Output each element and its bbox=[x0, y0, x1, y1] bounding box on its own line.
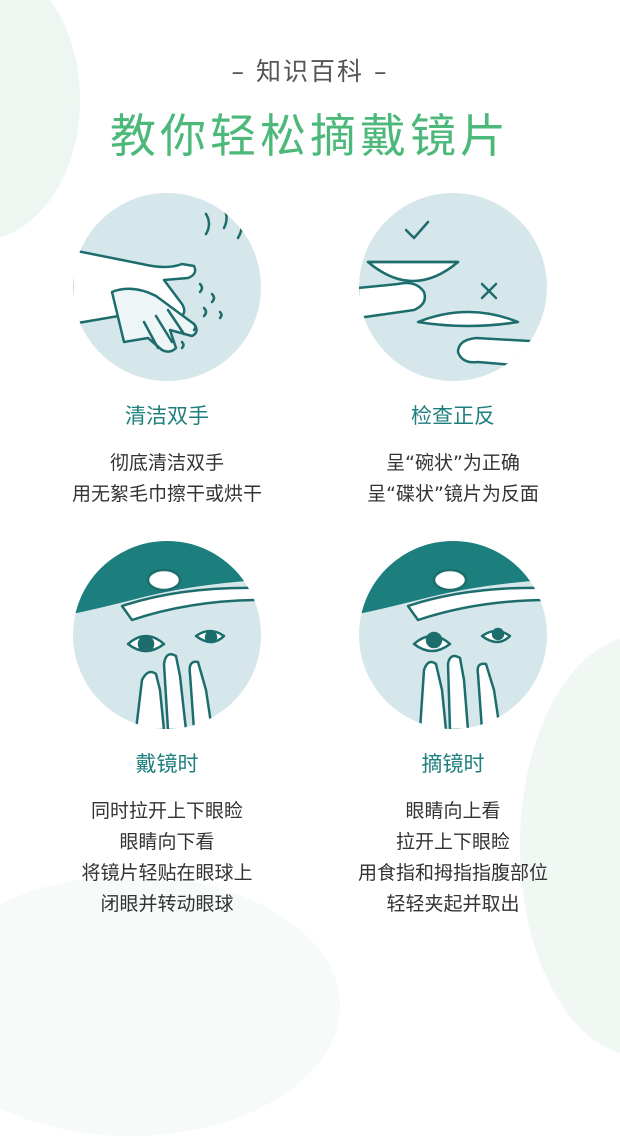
step-card-removing-lens: 摘镜时 眼睛向上看 拉开上下眼睑 用食指和拇指指腹部位 轻轻夹起并取出 bbox=[298, 540, 608, 920]
step-line: 闭眼并转动眼球 bbox=[100, 893, 234, 915]
step-description: 同时拉开上下眼睑 眼睛向下看 将镜片轻贴在眼球上 闭眼并转动眼球 bbox=[12, 796, 322, 920]
washing-hands-icon bbox=[73, 193, 261, 381]
step-card-clean-hands: 清洁双手 彻底清洁双手 用无絮毛巾擦干或烘干 bbox=[12, 192, 322, 510]
step-card-wearing-lens: 戴镜时 同时拉开上下眼睑 眼睛向下看 将镜片轻贴在眼球上 闭眼并转动眼球 bbox=[12, 540, 322, 920]
lens-check-icon bbox=[359, 193, 547, 381]
step-title: 清洁双手 bbox=[125, 404, 209, 428]
page-title: 教你轻松摘戴镜片 bbox=[110, 109, 510, 163]
step-line: 呈“碟状”镜片为反面 bbox=[367, 483, 539, 505]
step-description: 眼睛向上看 拉开上下眼睑 用食指和拇指指腹部位 轻轻夹起并取出 bbox=[298, 796, 608, 920]
step-line: 拉开上下眼睑 bbox=[395, 831, 510, 853]
step-line: 用无絮毛巾擦干或烘干 bbox=[71, 483, 262, 505]
step-card-check-lens: 检查正反 呈“碗状”为正确 呈“碟状”镜片为反面 bbox=[298, 192, 608, 510]
step-title: 摘镜时 bbox=[421, 752, 485, 776]
step-line: 轻轻夹起并取出 bbox=[386, 893, 520, 915]
section-label: – 知识百科 – bbox=[231, 57, 389, 86]
step-description: 呈“碗状”为正确 呈“碟状”镜片为反面 bbox=[298, 448, 608, 510]
step-line: 眼睛向上看 bbox=[405, 800, 501, 822]
step-title: 检查正反 bbox=[411, 404, 495, 428]
step-line: 用食指和拇指指腹部位 bbox=[357, 862, 548, 884]
step-line: 彻底清洁双手 bbox=[109, 452, 224, 474]
step-line: 同时拉开上下眼睑 bbox=[90, 800, 243, 822]
step-line: 眼睛向下看 bbox=[119, 831, 215, 853]
step-description: 彻底清洁双手 用无絮毛巾擦干或烘干 bbox=[12, 448, 322, 510]
step-line: 将镜片轻贴在眼球上 bbox=[81, 862, 253, 884]
step-title: 戴镜时 bbox=[135, 752, 199, 776]
step-line: 呈“碗状”为正确 bbox=[386, 452, 520, 474]
wearing-lens-icon bbox=[73, 541, 261, 729]
removing-lens-icon bbox=[359, 541, 547, 729]
